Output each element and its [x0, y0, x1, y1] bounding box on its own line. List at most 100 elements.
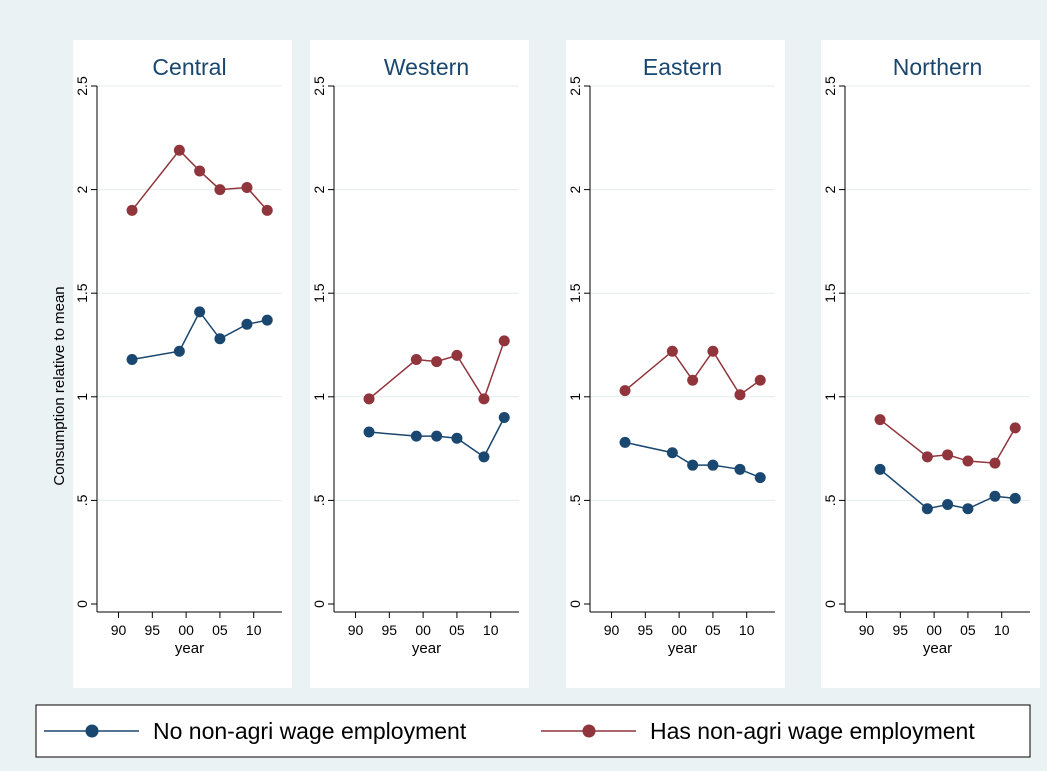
- panel-title: Northern: [893, 54, 982, 80]
- x-axis-title: year: [412, 640, 441, 657]
- panel-title: Western: [384, 54, 469, 80]
- data-point-no-wage: [707, 459, 719, 471]
- y-tick-label: .5: [822, 494, 838, 506]
- x-tick-label: 05: [449, 622, 465, 638]
- legend-item-no-wage: No non-agri wage employment: [44, 718, 467, 744]
- y-tick-label: 2.5: [74, 76, 90, 96]
- data-point-has-wage: [498, 335, 510, 347]
- legend-label: Has non-agri wage employment: [650, 718, 975, 744]
- data-point-no-wage: [194, 306, 206, 318]
- y-tick-label: .5: [74, 494, 90, 506]
- data-point-has-wage: [261, 204, 273, 216]
- data-point-no-wage: [619, 436, 631, 448]
- data-point-no-wage: [1009, 492, 1021, 504]
- legend-item-has-wage: Has non-agri wage employment: [541, 718, 975, 744]
- y-tick-label: 1.5: [74, 283, 90, 303]
- x-tick-label: 95: [382, 622, 398, 638]
- data-point-no-wage: [989, 490, 1001, 502]
- data-point-no-wage: [734, 463, 746, 475]
- data-point-has-wage: [734, 389, 746, 401]
- y-tick-label: 2: [567, 185, 583, 193]
- data-point-no-wage: [261, 314, 273, 326]
- y-tick-label: 1: [567, 393, 583, 401]
- data-point-no-wage: [173, 345, 185, 357]
- y-tick-label: .5: [567, 494, 583, 506]
- panel-northern: 0 .5 1 1.5 2 2.5 90 95 00 05 10 year Northern: [821, 40, 1040, 688]
- data-point-no-wage: [363, 426, 375, 438]
- x-tick-label: 10: [739, 622, 755, 638]
- data-point-has-wage: [173, 144, 185, 156]
- y-tick-label: 2: [822, 185, 838, 193]
- legend: No non-agri wage employment Has non-agri …: [35, 704, 1031, 758]
- x-tick-label: 95: [638, 622, 654, 638]
- data-point-no-wage: [214, 333, 226, 345]
- series-line-has-wage: [368, 340, 505, 401]
- data-point-has-wage: [754, 374, 766, 386]
- data-point-no-wage: [687, 459, 699, 471]
- data-point-has-wage: [478, 393, 490, 405]
- panel-western: 0 .5 1 1.5 2 2.5 90 95 00 05 10 year Western: [310, 40, 529, 688]
- data-point-has-wage: [1009, 422, 1021, 434]
- panel-title: Central: [152, 54, 226, 80]
- y-tick-label: 0: [822, 600, 838, 608]
- data-point-has-wage: [363, 393, 375, 405]
- data-point-has-wage: [989, 457, 1001, 469]
- x-axis-title: year: [175, 640, 204, 657]
- y-tick-label: 1: [822, 393, 838, 401]
- data-point-has-wage: [619, 385, 631, 397]
- panel-title: Eastern: [643, 54, 722, 80]
- data-point-has-wage: [942, 449, 954, 461]
- data-point-has-wage: [241, 182, 253, 194]
- data-point-no-wage: [126, 354, 138, 366]
- data-point-has-wage: [126, 204, 138, 216]
- y-tick-label: 2.5: [311, 76, 327, 96]
- data-point-no-wage: [666, 447, 678, 459]
- x-tick-label: 90: [348, 622, 364, 638]
- data-point-has-wage: [962, 455, 974, 467]
- data-point-has-wage: [874, 414, 886, 426]
- panel-background: [566, 40, 785, 688]
- legend-marker: [582, 724, 596, 738]
- panel-central: 0 .5 1 1.5 2 2.5 90 95 00 05 10 year Central: [73, 40, 292, 688]
- x-tick-label: 05: [960, 622, 976, 638]
- x-tick-label: 10: [483, 622, 499, 638]
- x-tick-label: 00: [415, 622, 431, 638]
- legend-marker: [85, 724, 99, 738]
- data-point-no-wage: [942, 499, 954, 511]
- x-tick-label: 95: [893, 622, 909, 638]
- x-axis-title: year: [668, 640, 697, 657]
- data-point-no-wage: [874, 463, 886, 475]
- data-point-has-wage: [666, 345, 678, 357]
- data-point-has-wage: [687, 374, 699, 386]
- x-tick-label: 90: [111, 622, 127, 638]
- y-tick-label: 2.5: [822, 76, 838, 96]
- panels: 0.511.522.590 95 00 05 10yearCentral0.511.52…: [73, 40, 1040, 688]
- x-tick-label: 00: [178, 622, 194, 638]
- x-tick-label: 00: [671, 622, 687, 638]
- y-tick-label: 1.5: [567, 283, 583, 303]
- y-tick-label: 1: [311, 393, 327, 401]
- data-point-has-wage: [410, 354, 422, 366]
- y-tick-label: 1.5: [822, 283, 838, 303]
- x-tick-label: 90: [859, 622, 875, 638]
- data-point-has-wage: [451, 349, 463, 361]
- y-tick-label: .5: [311, 494, 327, 506]
- legend-label: No non-agri wage employment: [153, 718, 467, 744]
- data-point-no-wage: [451, 432, 463, 444]
- legend-box: [35, 704, 1031, 758]
- y-tick-label: 2.5: [567, 76, 583, 96]
- data-point-no-wage: [478, 451, 490, 463]
- data-point-has-wage: [921, 451, 933, 463]
- panel-background: [73, 40, 292, 688]
- series-line-has-wage: [879, 419, 1016, 464]
- data-point-has-wage: [707, 345, 719, 357]
- y-tick-label: 2: [311, 185, 327, 193]
- data-point-has-wage: [214, 184, 226, 196]
- x-tick-label: 90: [604, 622, 620, 638]
- panel-eastern: 0 .5 1 1.5 2 2.5 90 95 00 05 10 year Eastern: [566, 40, 785, 688]
- y-tick-label: 2: [74, 185, 90, 193]
- x-axis-title: year: [923, 640, 952, 657]
- y-axis-title: Consumption relative to mean: [51, 286, 68, 485]
- y-tick-label: 0: [74, 600, 90, 608]
